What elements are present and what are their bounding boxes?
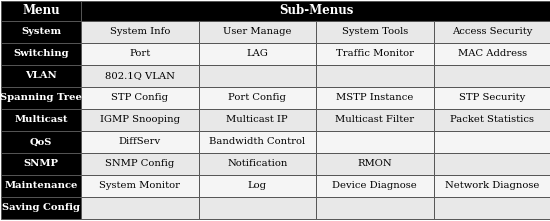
Text: Menu: Menu (22, 4, 60, 17)
Bar (1, 197, 81, 219)
Bar (433, 109, 550, 131)
Bar (199, 43, 316, 65)
Text: Bandwidth Control: Bandwidth Control (209, 137, 305, 147)
Bar (81, 87, 199, 109)
Text: System Monitor: System Monitor (99, 181, 180, 191)
Bar (316, 131, 433, 153)
Text: STP Config: STP Config (111, 93, 168, 103)
Bar (1, 175, 81, 197)
Text: System: System (21, 27, 61, 36)
Bar (1, 21, 81, 43)
Bar (81, 1, 550, 21)
Text: STP Security: STP Security (459, 93, 525, 103)
Text: Access Security: Access Security (452, 27, 532, 36)
Text: Spanning Tree: Spanning Tree (0, 93, 82, 103)
Text: Sub-Menus: Sub-Menus (279, 4, 353, 17)
Text: Network Diagnose: Network Diagnose (445, 181, 540, 191)
Bar (1, 65, 81, 87)
Bar (81, 21, 199, 43)
Bar (199, 175, 316, 197)
Text: Device Diagnose: Device Diagnose (332, 181, 417, 191)
Text: Log: Log (248, 181, 267, 191)
Bar (433, 21, 550, 43)
Text: Switching: Switching (13, 50, 69, 59)
Bar (433, 87, 550, 109)
Text: System Info: System Info (109, 27, 170, 36)
Bar (1, 109, 81, 131)
Text: Port: Port (129, 50, 150, 59)
Bar (81, 65, 199, 87)
Bar (433, 131, 550, 153)
Bar (433, 175, 550, 197)
Bar (199, 87, 316, 109)
Text: IGMP Snooping: IGMP Snooping (100, 116, 180, 124)
Text: Saving Config: Saving Config (2, 204, 80, 213)
Text: Notification: Notification (227, 160, 288, 168)
Text: Packet Statistics: Packet Statistics (450, 116, 534, 124)
Bar (199, 131, 316, 153)
Text: Maintenance: Maintenance (4, 181, 78, 191)
Bar (433, 65, 550, 87)
Bar (433, 197, 550, 219)
Bar (81, 175, 199, 197)
Bar (433, 153, 550, 175)
Bar (316, 65, 433, 87)
Bar (81, 109, 199, 131)
Bar (433, 43, 550, 65)
Text: SNMP: SNMP (24, 160, 58, 168)
Bar (199, 21, 316, 43)
Bar (1, 153, 81, 175)
Bar (81, 197, 199, 219)
Text: Multicast: Multicast (14, 116, 68, 124)
Bar (199, 153, 316, 175)
Bar (316, 175, 433, 197)
Bar (316, 109, 433, 131)
Bar (199, 197, 316, 219)
Bar (81, 153, 199, 175)
Text: Port Config: Port Config (228, 93, 286, 103)
Text: 802.1Q VLAN: 802.1Q VLAN (105, 72, 175, 80)
Text: User Manage: User Manage (223, 27, 292, 36)
Text: DiffServ: DiffServ (119, 137, 161, 147)
Text: LAG: LAG (246, 50, 268, 59)
Text: QoS: QoS (30, 137, 52, 147)
Bar (316, 43, 433, 65)
Text: SNMP Config: SNMP Config (105, 160, 174, 168)
Bar (1, 87, 81, 109)
Text: System Tools: System Tools (342, 27, 408, 36)
Bar (81, 131, 199, 153)
Bar (316, 21, 433, 43)
Text: Multicast IP: Multicast IP (227, 116, 288, 124)
Bar (199, 109, 316, 131)
Text: Multicast Filter: Multicast Filter (335, 116, 414, 124)
Text: MAC Address: MAC Address (458, 50, 527, 59)
Bar (316, 197, 433, 219)
Text: RMON: RMON (358, 160, 392, 168)
Bar (1, 43, 81, 65)
Bar (81, 43, 199, 65)
Text: VLAN: VLAN (25, 72, 57, 80)
Bar (1, 131, 81, 153)
Bar (316, 153, 433, 175)
Text: MSTP Instance: MSTP Instance (336, 93, 414, 103)
Text: Traffic Monitor: Traffic Monitor (336, 50, 414, 59)
Bar (316, 87, 433, 109)
Bar (1, 1, 81, 21)
Bar (199, 65, 316, 87)
